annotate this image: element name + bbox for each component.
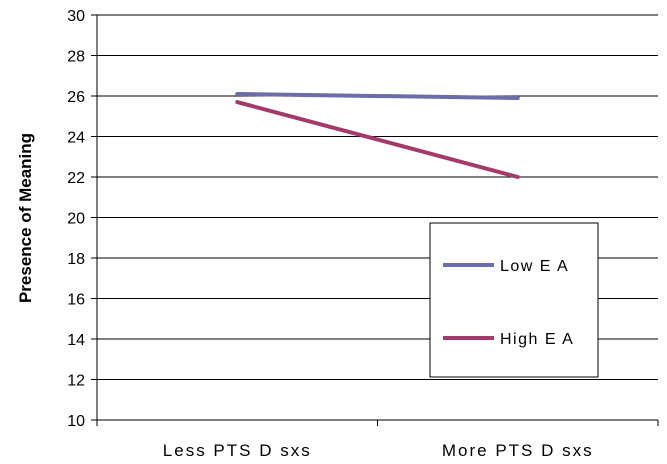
series-line-1	[235, 100, 520, 179]
y-tick-label: 24	[67, 130, 85, 147]
y-axis-title: Presence of Meaning	[16, 133, 35, 303]
x-category-label: More PTS D sxs	[442, 441, 594, 460]
y-tick-label: 20	[67, 211, 85, 228]
x-category-label: Less PTS D sxs	[163, 441, 312, 460]
y-tick-label: 26	[67, 89, 85, 106]
y-tick-label: 28	[67, 49, 85, 66]
y-tick-label: 12	[67, 373, 85, 390]
series-line-0	[235, 91, 520, 101]
y-tick-label: 16	[67, 292, 85, 309]
y-tick-label: 18	[67, 251, 85, 268]
y-tick-label: 30	[67, 8, 85, 25]
gridlines	[97, 14, 658, 380]
axes	[91, 14, 659, 426]
legend-label-low-ea: Low E A	[500, 258, 569, 275]
x-category-labels: Less PTS D sxs More PTS D sxs	[163, 441, 594, 460]
legend-box	[429, 222, 599, 378]
y-tick-labels: 10 12 14 16 18 20 22 24 26 28 30	[67, 8, 85, 430]
y-tick-label: 10	[67, 413, 85, 430]
y-tick-label: 22	[67, 170, 85, 187]
series-lines	[235, 91, 520, 179]
y-tick-label: 14	[67, 332, 85, 349]
legend-label-high-ea: High E A	[500, 331, 574, 348]
legend: Low E A High E A	[429, 222, 599, 378]
